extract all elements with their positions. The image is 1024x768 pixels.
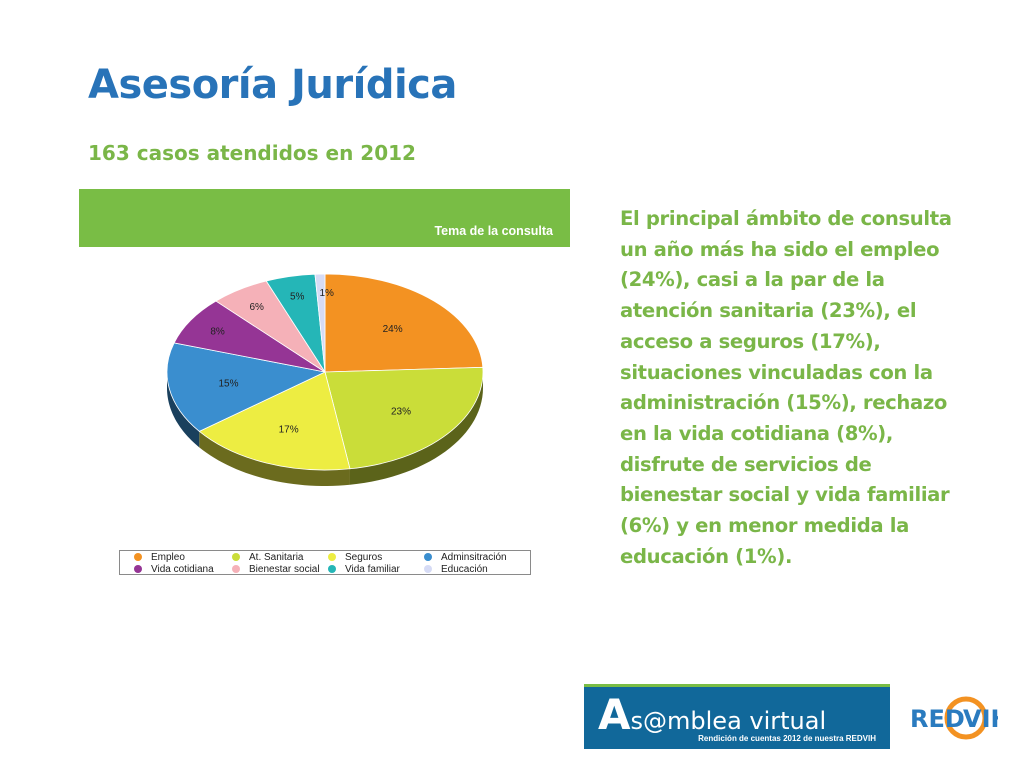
asamblea-virtual-logo: As@mblea virtual Rendición de cuentas 20…	[584, 684, 890, 749]
pie-data-label: 8%	[210, 327, 225, 338]
pie-slice-adminsitraci-n	[166, 342, 327, 432]
legend-item: Seguros	[328, 552, 424, 563]
description-line: El principal ámbito de consulta	[620, 207, 952, 230]
legend-item: Vida cotidiana	[134, 564, 232, 575]
legend-label: Educación	[441, 563, 488, 575]
chart-title: Tema de la consulta	[434, 224, 553, 238]
asamblea-accent-bar	[584, 684, 890, 687]
asamblea-logo-a: A	[598, 690, 631, 739]
asamblea-tagline: Rendición de cuentas 2012 de nuestra RED…	[698, 734, 876, 743]
page-title: Asesoría Jurídica	[88, 62, 457, 108]
pie-side	[167, 372, 483, 486]
pie-data-label: 5%	[290, 292, 305, 303]
chart-legend: Empleo At. Sanitaria Seguros Adminsitración…	[119, 550, 531, 575]
description-line: administración (15%), rechazo	[620, 391, 948, 415]
legend-label: Vida cotidiana	[151, 563, 214, 575]
description-line: atención sanitaria (23%), el	[620, 299, 917, 323]
pie-slice-at-sanitaria	[324, 366, 484, 470]
legend-swatch	[424, 565, 432, 573]
legend-label: Vida familiar	[345, 563, 400, 575]
legend-item: Vida familiar	[328, 564, 424, 575]
legend-swatch	[134, 553, 142, 561]
description-text: El principal ámbito de consulta un año má…	[620, 204, 960, 572]
pie-side-adminsitraci-n	[167, 372, 200, 448]
pie-side-seguros	[199, 431, 350, 486]
pie-chart: 24% 23% 17% 15% 8% 6% 5% 1%	[166, 273, 484, 486]
legend-swatch	[328, 553, 336, 561]
pie-data-label: 15%	[218, 379, 238, 390]
redvih-vih-text: VIH	[963, 705, 998, 733]
pie-data-label: 17%	[279, 424, 299, 435]
description-line: educación (1%).	[620, 544, 793, 568]
description-line: bienestar social y vida familiar	[620, 483, 950, 507]
pie-side-at-sanitaria	[349, 372, 483, 485]
legend-label: At. Sanitaria	[249, 551, 304, 563]
pie-slice-seguros	[198, 371, 351, 471]
description-line: (24%), casi a la par de la	[620, 268, 885, 292]
legend-label: Seguros	[345, 551, 383, 563]
pie-data-label: 1%	[319, 288, 334, 299]
legend-item: Bienestar social	[232, 564, 328, 575]
legend-item: Educación	[424, 564, 544, 575]
chart-header-bar: Tema de la consulta	[79, 189, 570, 247]
description-line: (6%) y en menor medida la	[620, 514, 909, 538]
legend-item: Adminsitración	[424, 552, 544, 563]
description-line: un año más ha sido el empleo	[620, 237, 940, 261]
legend-label: Adminsitración	[441, 551, 507, 563]
description-line: disfrute de servicios de	[620, 452, 872, 476]
page-subtitle: 163 casos atendidos en 2012	[88, 141, 416, 165]
legend-label: Empleo	[151, 551, 185, 563]
description-line: acceso a seguros (17%),	[620, 329, 881, 353]
pie-slice-educaci-n	[314, 273, 326, 373]
legend-swatch	[232, 565, 240, 573]
redvih-ring	[944, 696, 988, 740]
pie-data-label: 24%	[383, 324, 403, 335]
legend-label: Bienestar social	[249, 563, 320, 575]
legend-swatch	[328, 565, 336, 573]
legend-item: Empleo	[134, 552, 232, 563]
description-line: situaciones vinculadas con la	[620, 360, 933, 384]
legend-swatch	[232, 553, 240, 561]
description-line: en la vida cotidiana (8%),	[620, 421, 894, 445]
asamblea-logo-text: As@mblea virtual	[598, 690, 826, 739]
redvih-red-text: RED	[910, 705, 965, 733]
redvih-logo: RED VIH	[910, 696, 998, 740]
legend-swatch	[424, 553, 432, 561]
pie-data-label: 6%	[249, 302, 264, 313]
pie-data-label: 23%	[391, 406, 411, 417]
legend-swatch	[134, 565, 142, 573]
legend-item: At. Sanitaria	[232, 552, 328, 563]
asamblea-logo-rest: s@mblea virtual	[630, 707, 827, 735]
pie-slice-empleo	[324, 273, 484, 373]
